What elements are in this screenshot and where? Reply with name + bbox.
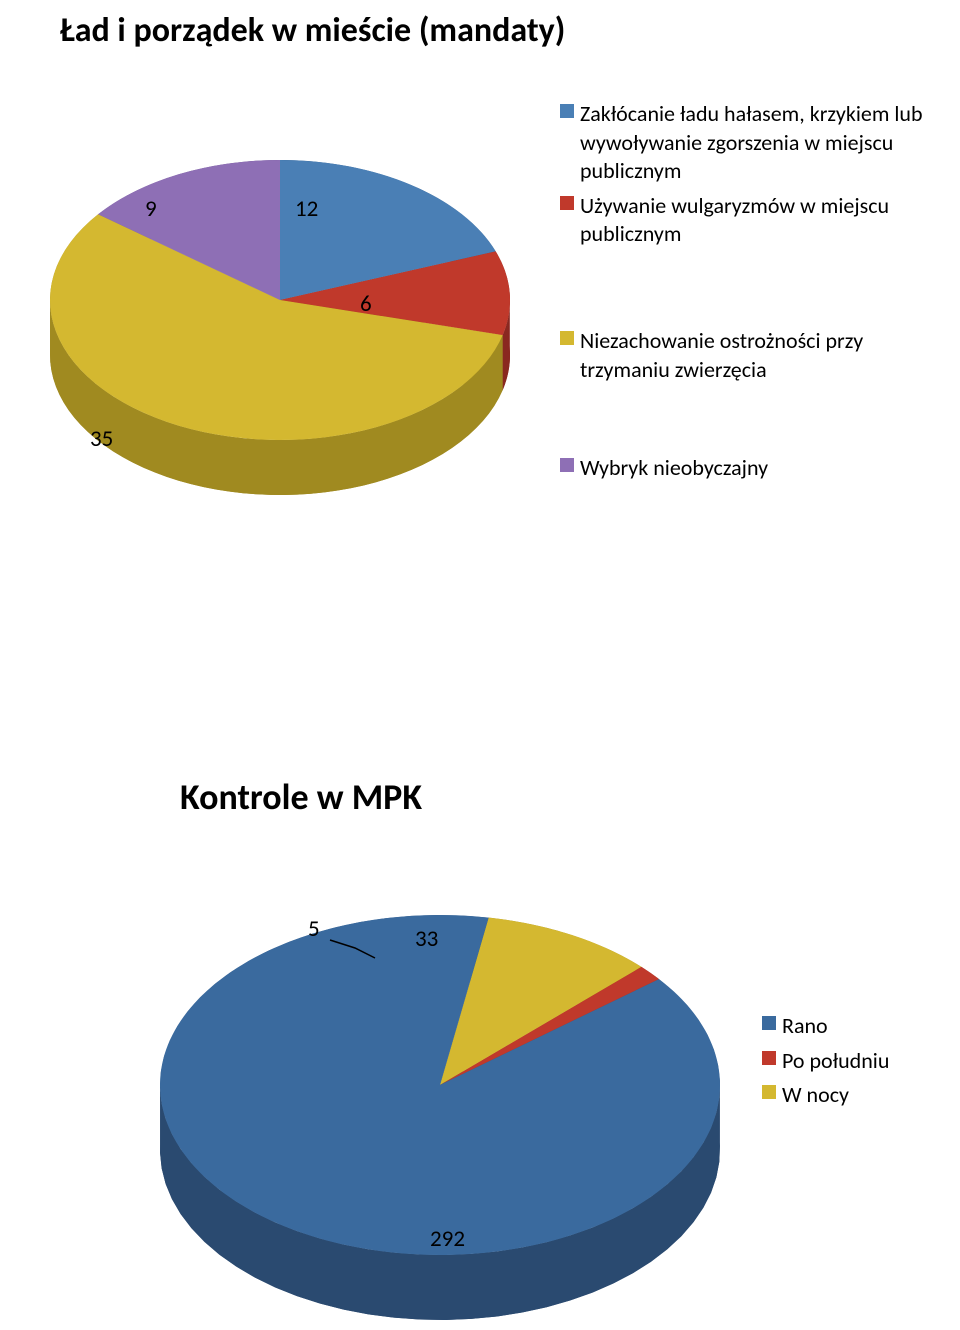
chart2-slice-label-1: 5 [308,915,320,943]
chart2-slice-label-0: 33 [415,925,438,953]
chart1-slice-label-3: 9 [145,195,157,223]
legend-item: Niezachowanie ostrożności przy trzymaniu… [560,327,930,384]
legend-swatch [560,196,574,210]
legend-swatch [560,331,574,345]
chart1-slice-label-0: 12 [295,195,318,223]
legend-swatch [762,1085,776,1099]
chart2-legend: Rano Po południu W nocy [762,1012,942,1116]
legend-text: W nocy [782,1081,849,1110]
legend-item: Wybryk nieobyczajny [560,454,930,483]
chart1-slice-label-2: 35 [90,425,113,453]
chart2-slice-label-2: 292 [430,1225,465,1253]
legend-swatch [762,1051,776,1065]
legend-swatch [762,1016,776,1030]
chart1-legend: Zakłócanie ładu hałasem, krzykiem lub wy… [560,100,930,489]
legend-text: Niezachowanie ostrożności przy trzymaniu… [580,327,930,384]
legend-item: Rano [762,1012,942,1041]
legend-item: W nocy [762,1081,942,1110]
legend-swatch [560,458,574,472]
legend-item: Używanie wulgaryzmów w miejscu publiczny… [560,192,930,249]
legend-swatch [560,104,574,118]
legend-text: Używanie wulgaryzmów w miejscu publiczny… [580,192,930,249]
legend-text: Zakłócanie ładu hałasem, krzykiem lub wy… [580,100,930,186]
legend-text: Po południu [782,1047,889,1076]
legend-text: Rano [782,1012,828,1041]
legend-item: Zakłócanie ładu hałasem, krzykiem lub wy… [560,100,930,186]
chart1-slice-label-1: 6 [360,290,372,318]
legend-text: Wybryk nieobyczajny [580,454,768,483]
legend-item: Po południu [762,1047,942,1076]
